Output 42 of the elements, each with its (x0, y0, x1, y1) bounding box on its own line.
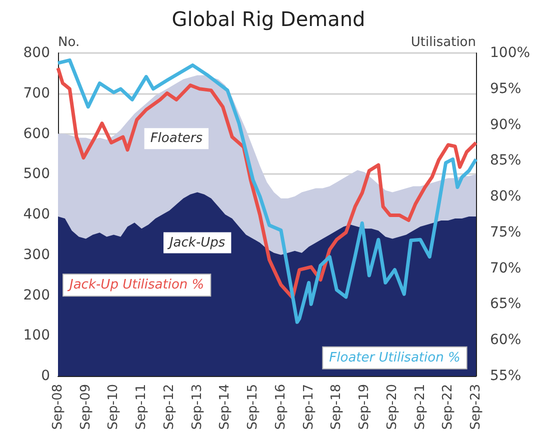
x-tick-label: Sep-14 (218, 384, 233, 430)
y-tick-label: 400 (23, 206, 50, 222)
y-tick-label: 300 (23, 246, 50, 263)
x-tick-label: Sep-09 (78, 384, 94, 430)
series-label: Jack-Ups (166, 235, 226, 250)
y-axis-title: No. (58, 35, 80, 50)
y-tick-label: 0 (41, 368, 50, 384)
y2-tick-label: 55% (490, 368, 522, 384)
y2-tick-label: 90% (490, 116, 522, 133)
y-tick-label: 500 (23, 166, 50, 182)
y2-tick-label: 85% (490, 152, 522, 169)
x-tick-label: Sep-15 (246, 384, 261, 430)
x-tick-label: Sep-10 (106, 384, 122, 430)
y-tick-label: 800 (23, 45, 50, 61)
y2-tick-label: 100% (490, 45, 530, 61)
x-tick-label: Sep-16 (273, 384, 288, 430)
text: Floater Utilisation % (329, 350, 460, 366)
x-tick-label: Sep-19 (357, 384, 372, 430)
x-tick-label: Sep-11 (134, 384, 150, 430)
x-tick-label: Sep-08 (50, 384, 66, 430)
x-tick-label: Sep-12 (162, 384, 177, 430)
y2-tick-label: 80% (490, 188, 522, 205)
y-tick-label: 200 (23, 287, 50, 304)
x-tick-label: Sep-18 (329, 384, 344, 430)
y2-tick-label: 60% (490, 332, 522, 348)
y-tick-label: 100 (23, 328, 50, 344)
series-label: Floaters (150, 131, 203, 146)
x-tick-label: Sep-17 (301, 384, 316, 430)
x-tick-label: Sep-22 (440, 384, 456, 430)
x-tick-label: Sep-21 (412, 384, 428, 430)
chart-title: Global Rig Demand (172, 7, 366, 31)
x-tick-label: Sep-20 (384, 384, 400, 430)
y2-tick-label: 65% (490, 296, 522, 312)
x-tick-label: Sep-13 (190, 384, 205, 430)
y-tick-label: 700 (23, 85, 50, 102)
y2-tick-label: 70% (490, 260, 522, 276)
y2-axis-title: Utilisation (410, 35, 476, 50)
y2-tick-label: 95% (490, 80, 522, 97)
text: Jack-Up Utilisation % (66, 278, 204, 293)
y-tick-label: 600 (23, 126, 50, 142)
x-tick-label: Sep-23 (468, 384, 484, 430)
y2-tick-label: 75% (490, 224, 522, 240)
